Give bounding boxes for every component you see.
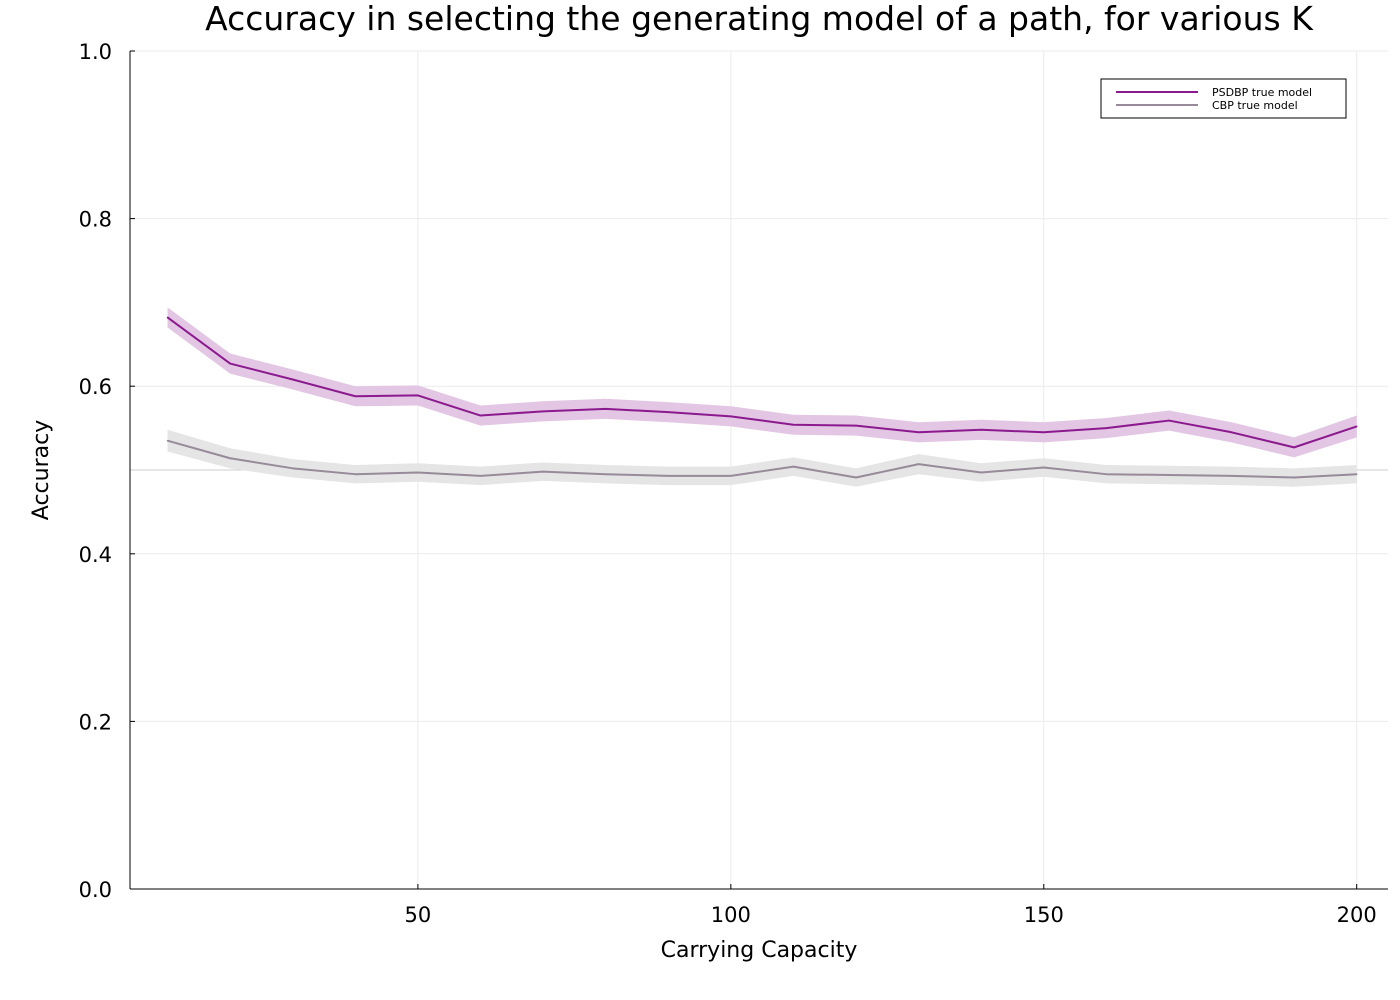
legend-label-psdbp: PSDBP true model [1212, 86, 1312, 99]
data-point [604, 408, 607, 410]
y-tick-label: 0.8 [79, 208, 112, 232]
data-point [855, 476, 857, 479]
confidence-bands [167, 307, 1357, 487]
data-point [1168, 474, 1170, 476]
data-point [1293, 476, 1295, 479]
data-point [479, 475, 482, 477]
y-tick-label: 1.0 [79, 40, 112, 64]
data-point [917, 431, 920, 434]
confidence-band-series-1 [167, 429, 1357, 487]
axes [129, 50, 1388, 890]
y-tick-label: 0.2 [79, 710, 112, 734]
data-point [1042, 466, 1045, 469]
data-point [980, 471, 982, 474]
data-point [1355, 425, 1358, 428]
x-tick-label: 200 [1337, 903, 1377, 927]
data-point [1355, 473, 1358, 475]
data-point [1105, 427, 1108, 429]
data-point [542, 410, 544, 413]
data-point [166, 316, 169, 319]
data-point [730, 475, 732, 477]
data-point [229, 362, 231, 365]
data-point [855, 424, 857, 427]
x-tick-label: 50 [405, 903, 432, 927]
data-point [604, 473, 607, 475]
legend-frame [1100, 78, 1347, 119]
series-line-0 [166, 316, 1358, 449]
series-lines [166, 316, 1358, 479]
y-tick-label: 0.4 [79, 543, 112, 567]
tick-labels: 50 100 150 200 0.0 0.2 0.4 0.6 0.8 1.0 [79, 40, 1377, 927]
data-point [1042, 431, 1045, 434]
data-point [354, 473, 357, 475]
y-axis-label: Accuracy [29, 420, 54, 520]
data-point [792, 423, 795, 426]
confidence-band-series-0 [167, 307, 1357, 458]
data-point [730, 415, 732, 418]
series-line-1 [167, 439, 1357, 479]
x-tick-label: 150 [1024, 903, 1064, 927]
data-point [1105, 473, 1108, 475]
data-point [354, 395, 357, 398]
data-point [417, 471, 419, 474]
data-point [1230, 431, 1233, 434]
data-point [917, 463, 920, 465]
data-point [1230, 475, 1233, 477]
y-tick-label: 0.0 [79, 878, 112, 902]
data-point [291, 378, 294, 381]
data-point [980, 428, 982, 431]
x-tick-label: 100 [711, 903, 751, 927]
x-axis-label: Carrying Capacity [661, 938, 858, 963]
chart-title: Accuracy in selecting the generating mod… [205, 0, 1314, 38]
y-tick-label: 0.6 [79, 375, 112, 399]
data-point [667, 411, 670, 413]
data-point [1293, 446, 1295, 449]
legend-label-cbp: CBP true model [1212, 99, 1298, 112]
data-point [229, 457, 231, 460]
data-point [291, 467, 294, 470]
data-point [479, 414, 482, 417]
data-point [1168, 419, 1170, 422]
data-point [417, 394, 419, 397]
data-point [166, 439, 169, 442]
data-point [792, 465, 795, 468]
legend: PSDBP true model CBP true model [1100, 78, 1347, 119]
data-point [667, 475, 670, 477]
data-point [542, 470, 544, 473]
